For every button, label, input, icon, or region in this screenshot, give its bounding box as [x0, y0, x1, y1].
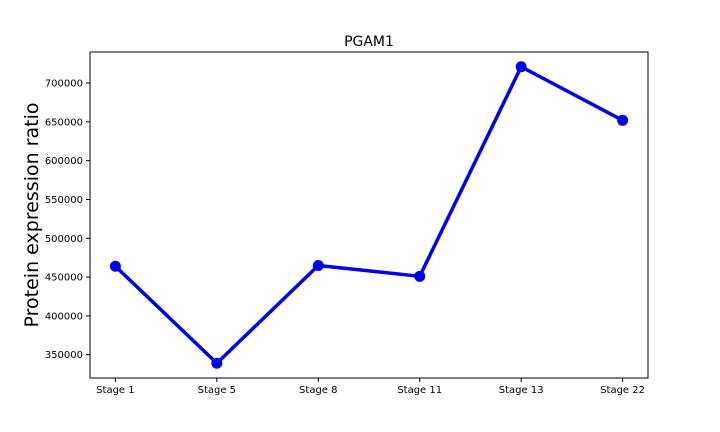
plot-frame	[89, 51, 649, 379]
series-line	[113, 64, 625, 366]
data-point	[109, 260, 121, 272]
y-tick-label: 450000	[45, 273, 83, 284]
y-tick-label: 550000	[45, 195, 83, 206]
data-point	[515, 61, 527, 73]
y-tick-label: 400000	[45, 311, 83, 322]
x-tick-label: Stage 5	[198, 385, 236, 396]
x-tick-label: Stage 13	[499, 385, 544, 396]
y-axis-label: Protein expression ratio	[21, 103, 43, 328]
data-point	[312, 259, 324, 271]
y-tick-label: 500000	[45, 234, 83, 245]
data-point	[617, 114, 629, 126]
data-point	[211, 357, 223, 369]
x-tick-label: Stage 22	[600, 385, 645, 396]
y-tick-label: 600000	[45, 156, 83, 167]
data-point	[414, 270, 426, 282]
chart-title: PGAM1	[344, 34, 394, 50]
x-tick-label: Stage 8	[299, 385, 337, 396]
x-tick-label: Stage 1	[96, 385, 134, 396]
x-tick-label: Stage 11	[397, 385, 442, 396]
y-tick-label: 350000	[45, 350, 83, 361]
y-tick-label: 650000	[45, 117, 83, 128]
plot-area: 350000 400000 450000 500000 550000 600000 6500…	[45, 61, 645, 396]
y-tick-label: 700000	[45, 79, 83, 90]
